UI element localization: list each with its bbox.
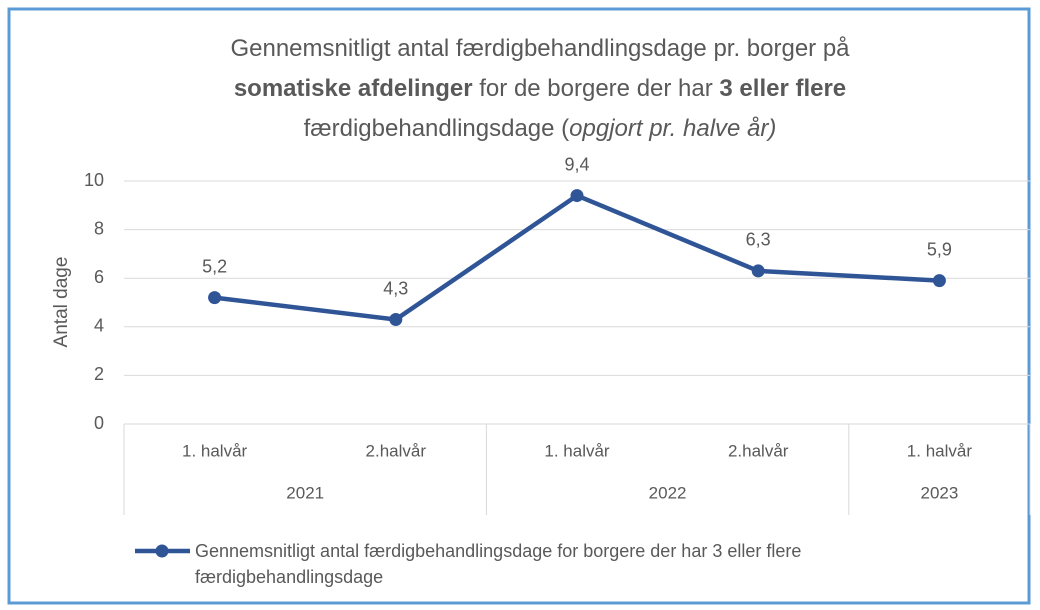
- x-tick-label: 2.halvår: [728, 441, 789, 460]
- x-tick-label: 2.halvår: [366, 441, 427, 460]
- y-axis-title: Antal dage: [51, 257, 72, 348]
- data-label: 4,3: [383, 278, 408, 298]
- title-run: for de borgere der har: [473, 75, 720, 102]
- x-tick-label: 1. halvår: [182, 441, 248, 460]
- data-point: [570, 189, 584, 203]
- data-point: [932, 274, 946, 288]
- chart-title: færdigbehandlingsdage (opgjort pr. halve…: [304, 115, 777, 142]
- y-tick-label: 8: [94, 218, 104, 238]
- legend-label: Gennemsnitligt antal færdigbehandlingsda…: [195, 541, 802, 587]
- data-label: 5,9: [927, 239, 952, 259]
- data-point: [208, 291, 222, 305]
- y-tick-label: 4: [94, 316, 104, 336]
- y-tick-label: 0: [94, 413, 104, 433]
- group-label: 2021: [286, 483, 324, 502]
- data-label: 9,4: [564, 154, 589, 174]
- x-tick-label: 1. halvår: [544, 441, 610, 460]
- data-label: 5,2: [202, 256, 227, 276]
- chart-title: somatiske afdelinger for de borgere der …: [234, 75, 846, 102]
- title-run: Gennemsnitligt antal færdigbehandlingsda…: [230, 35, 850, 62]
- data-label: 6,3: [746, 230, 771, 250]
- frame: [7, 7, 1031, 605]
- title-run: færdigbehandlingsdage (: [304, 115, 570, 142]
- group-label: 2023: [920, 483, 958, 502]
- title-run: somatiske afdelinger: [234, 75, 473, 102]
- x-tick-label: 1. halvår: [907, 441, 973, 460]
- legend-marker: [155, 544, 169, 558]
- y-tick-label: 10: [84, 170, 104, 190]
- y-tick-label: 2: [94, 364, 104, 384]
- title-run: opgjort pr. halve år): [569, 115, 776, 142]
- title-run: 3 eller flere: [719, 75, 846, 102]
- group-label: 2022: [649, 483, 687, 502]
- chart-title: Gennemsnitligt antal færdigbehandlingsda…: [230, 35, 850, 62]
- y-tick-label: 6: [94, 267, 104, 287]
- data-point: [389, 313, 403, 327]
- data-point: [751, 264, 765, 278]
